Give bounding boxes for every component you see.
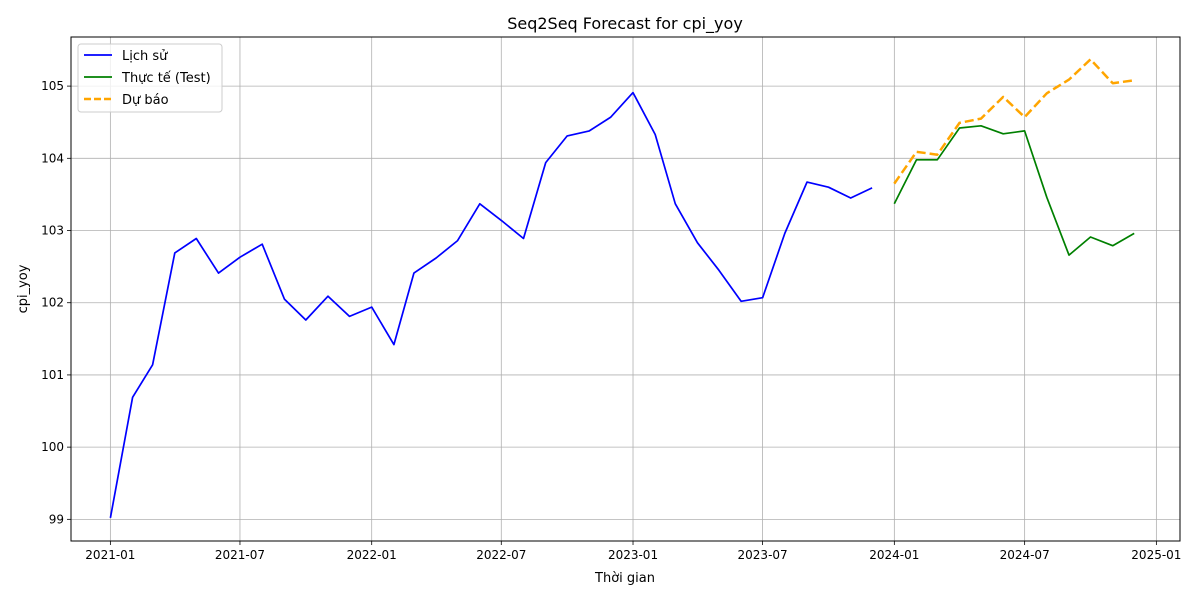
series-1-point	[239, 256, 241, 258]
series-1-point	[305, 319, 307, 321]
y-tick-label: 103	[41, 224, 64, 238]
series-1-point	[589, 130, 591, 132]
x-tick-label: 2022-01	[347, 548, 397, 562]
series-1-point	[697, 242, 699, 244]
series-2-point	[1024, 130, 1026, 132]
series-3-point	[1112, 82, 1114, 84]
series-line-1	[109, 91, 873, 519]
x-axis-label: Thời gian	[594, 571, 655, 586]
series-1-point	[523, 238, 525, 240]
y-axis-label: cpi_yoy	[16, 264, 31, 313]
series-1-point	[762, 297, 764, 299]
x-tick-label: 2025-01	[1131, 548, 1181, 562]
series-2-point	[959, 127, 961, 129]
x-tick-label: 2023-01	[608, 548, 658, 562]
legend-label: Lịch sử	[122, 49, 168, 64]
series-1-point	[457, 240, 459, 242]
series-1-point	[218, 272, 220, 274]
series-3-point	[916, 151, 918, 153]
series-3-point	[936, 154, 938, 156]
series-3-point	[1024, 116, 1026, 118]
y-tick-label: 99	[49, 512, 64, 526]
series-1-point	[132, 397, 134, 399]
series-1-point	[784, 233, 786, 235]
series-1-point	[479, 203, 481, 205]
series-2-point	[1002, 133, 1004, 135]
y-tick-label: 100	[41, 440, 64, 454]
series-1-point	[740, 300, 742, 302]
series-1-point	[545, 162, 547, 164]
legend-label: Thực tế (Test)	[121, 71, 211, 86]
series-1-point	[828, 186, 830, 188]
x-tick-label: 2024-01	[869, 548, 919, 562]
x-axis: 2021-01 2021-07 2022-01 2022-07 2023-01 2023-…	[85, 541, 1181, 562]
legend-label: Dự báo	[122, 93, 169, 108]
series-1-point	[327, 295, 329, 297]
series-1-point	[435, 257, 437, 259]
series-2-point	[916, 159, 918, 161]
plot-lines	[109, 58, 1135, 519]
x-tick-label: 2021-01	[85, 548, 135, 562]
y-axis: 99 100 101 102 103 104 105	[41, 79, 71, 526]
series-2-point	[980, 125, 982, 127]
series-2-point	[936, 159, 938, 161]
series-1-point	[566, 135, 568, 137]
x-tick-label: 2022-07	[476, 548, 526, 562]
series-1-point	[610, 116, 612, 118]
series-1-point	[152, 364, 154, 366]
y-tick-label: 101	[41, 368, 64, 382]
series-3-point	[1090, 59, 1092, 61]
series-2-point	[894, 203, 896, 205]
series-2-point	[1068, 254, 1070, 256]
series-1-point	[654, 134, 656, 136]
y-tick-label: 105	[41, 79, 64, 93]
series-1-point	[110, 517, 112, 519]
series-3-point	[959, 122, 961, 124]
x-tick-label: 2024-07	[1000, 548, 1050, 562]
series-1-point	[393, 344, 395, 346]
series-2-point	[1133, 233, 1135, 235]
series-1-point	[284, 298, 286, 300]
series-3-point	[980, 118, 982, 120]
series-1-point	[500, 220, 502, 222]
series-3-point	[894, 183, 896, 185]
series-1-point	[850, 197, 852, 199]
series-1-point	[718, 269, 720, 271]
series-1-point	[632, 92, 634, 94]
x-tick-label: 2023-07	[738, 548, 788, 562]
series-1-point	[174, 252, 176, 254]
grid	[71, 37, 1180, 541]
series-2-point	[1112, 245, 1114, 247]
series-2-point	[1090, 236, 1092, 238]
series-1-point	[871, 187, 873, 189]
series-1-point	[261, 243, 263, 245]
series-3-point	[1002, 96, 1004, 98]
series-line-3	[893, 58, 1135, 185]
series-1-point	[413, 272, 415, 274]
series-line-2	[893, 124, 1135, 256]
series-1-point	[349, 316, 351, 318]
y-tick-label: 102	[41, 296, 64, 310]
plot-frame	[70, 36, 1181, 542]
x-tick-label: 2021-07	[215, 548, 265, 562]
series-1-point	[674, 203, 676, 205]
series-1-point	[195, 238, 197, 240]
series-2-point	[1046, 196, 1048, 198]
chart-title: Seq2Seq Forecast for cpi_yoy	[507, 14, 743, 34]
series-3-point	[1133, 80, 1135, 82]
series-1-point	[806, 181, 808, 183]
y-tick-label: 104	[41, 151, 64, 165]
legend-box	[77, 43, 223, 113]
series-3-point	[1046, 93, 1048, 95]
series-3-point	[1068, 79, 1070, 81]
series-1-point	[371, 306, 373, 308]
legend: Lịch sử Thực tế (Test) Dự báo	[77, 43, 223, 113]
